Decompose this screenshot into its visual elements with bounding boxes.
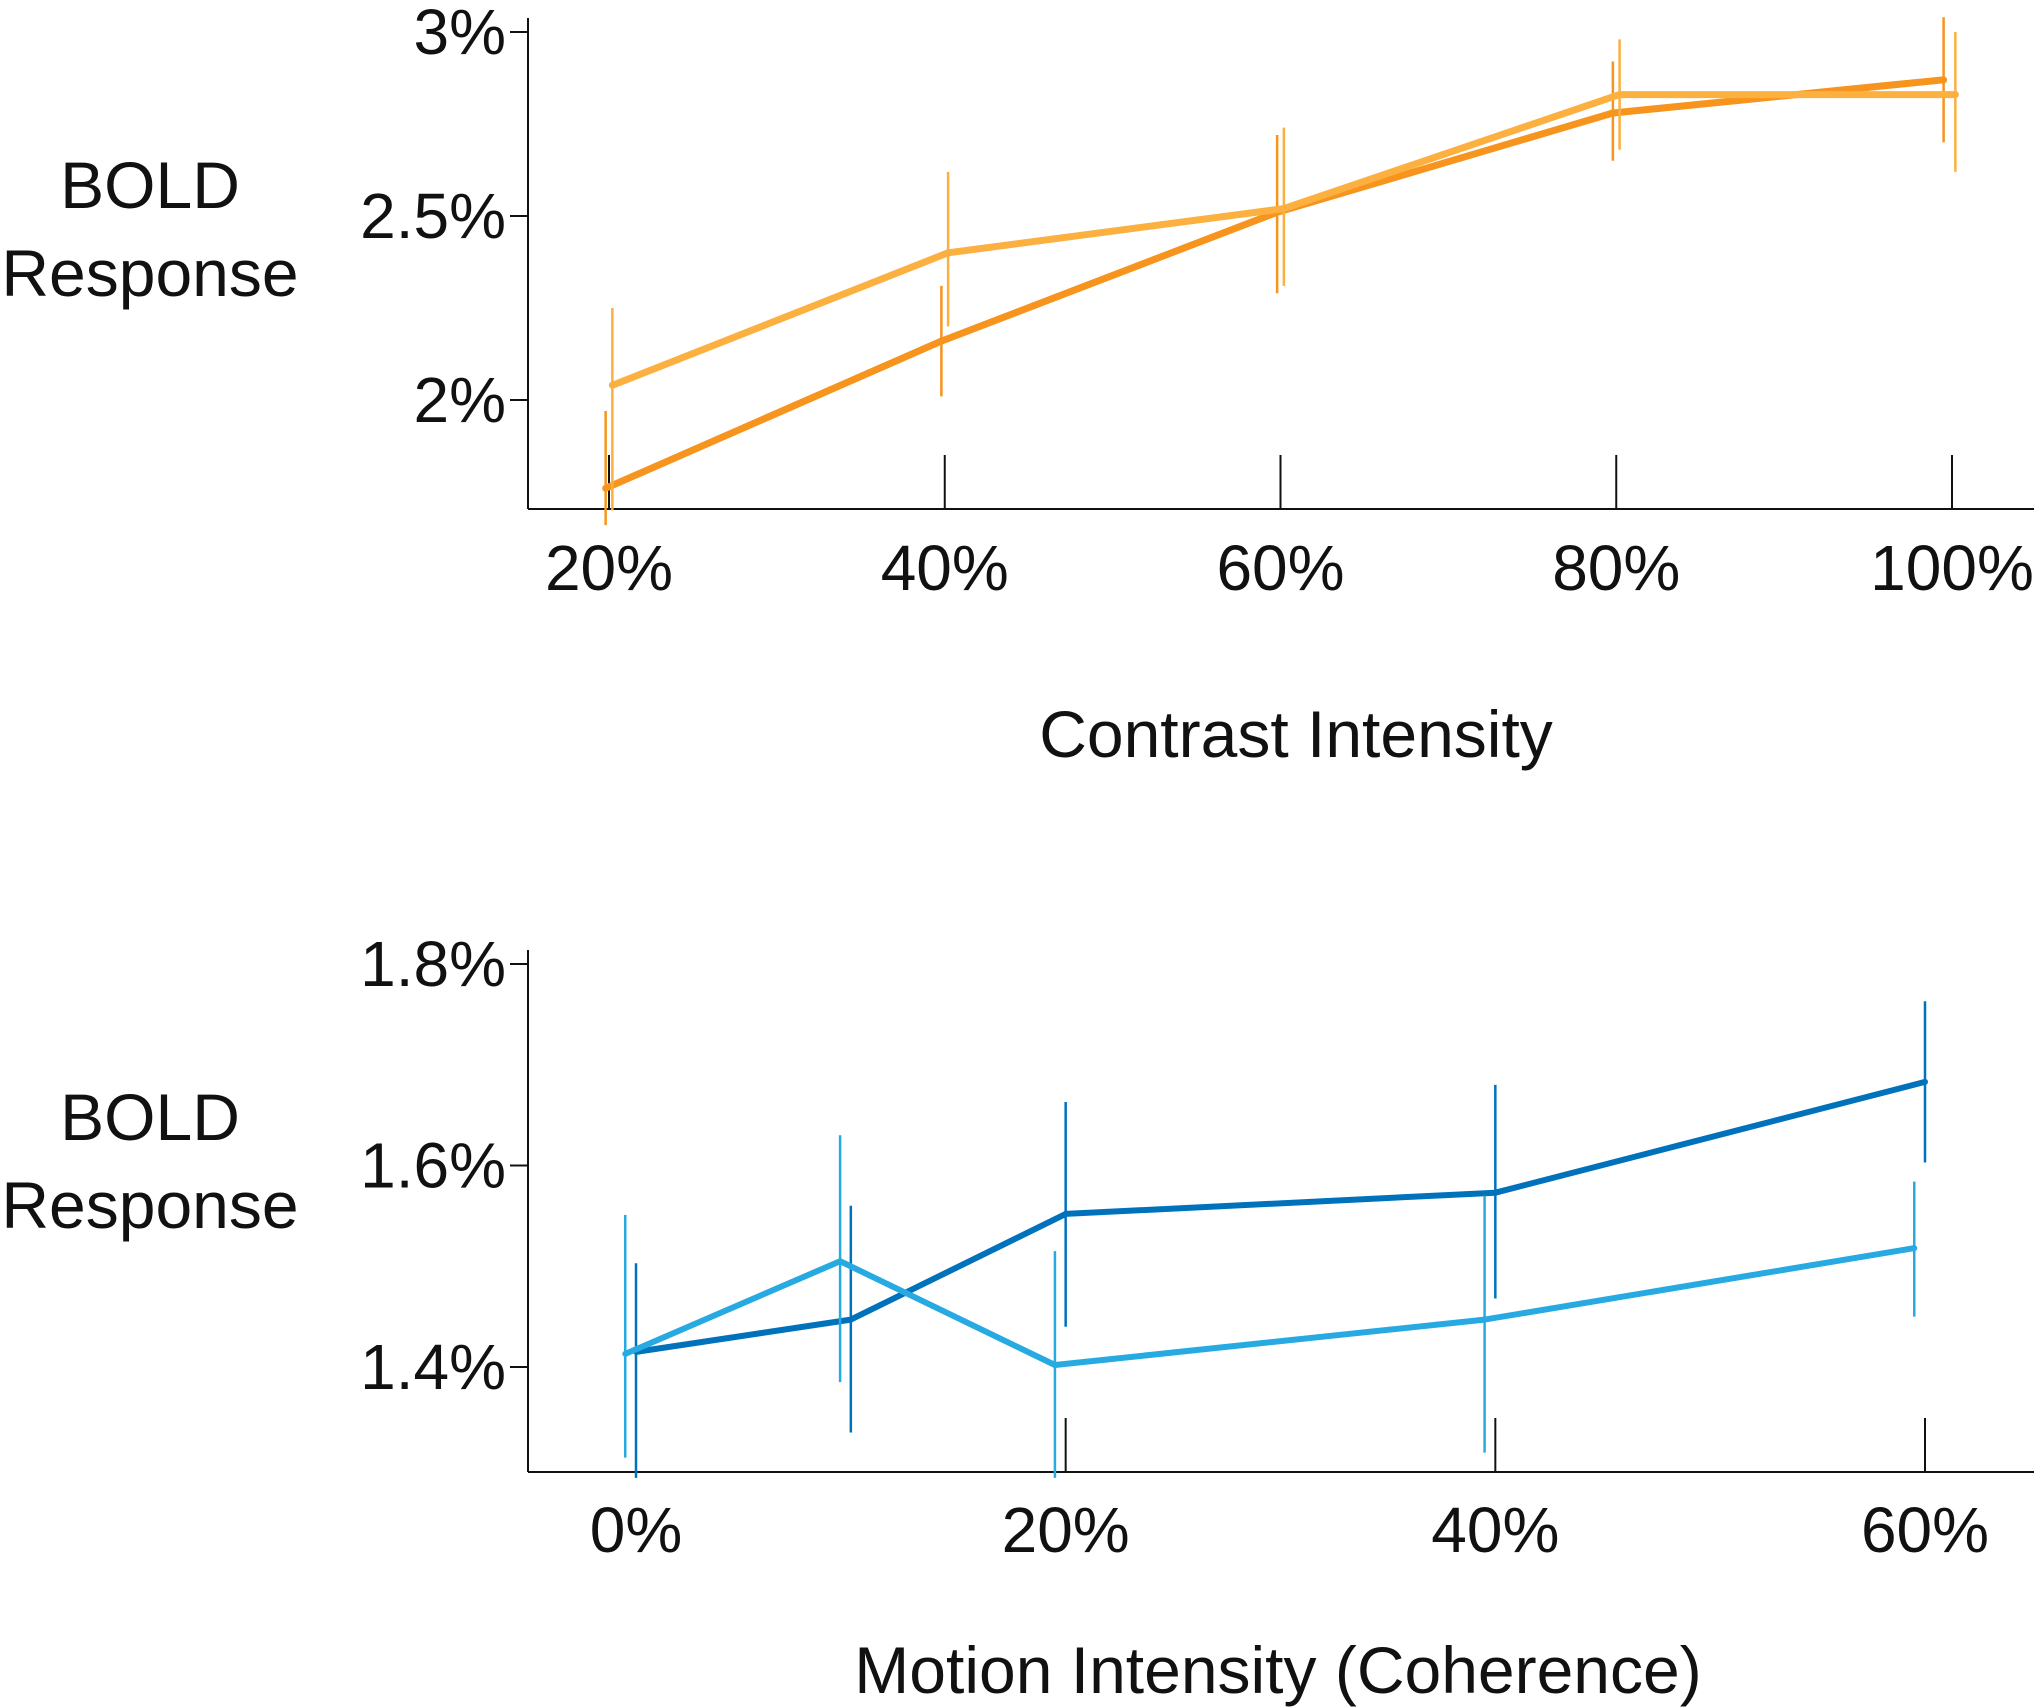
y-tick-label: 1.4% (360, 1331, 506, 1403)
x-tick-label: 100% (1870, 532, 2034, 604)
x-tick-label: 0% (590, 1494, 683, 1566)
series-1 (633, 1001, 1928, 1478)
series-2 (622, 1135, 1918, 1478)
y-tick-label: 1.6% (360, 1130, 506, 1202)
x-tick-label: 40% (1431, 1494, 1559, 1566)
y-axis-title-line: Response (1, 236, 298, 310)
data-point (1616, 91, 1624, 99)
data-point (1951, 91, 1959, 99)
data-point (1911, 1245, 1918, 1252)
y-tick-label: 1.8% (360, 928, 506, 1000)
y-axis-title: BOLD Response (1, 1080, 298, 1242)
data-point (944, 249, 952, 257)
contrast-panel: 2% 2.5% 3% 20% 40% 60% 80% 100% BOLD Response Cont… (1, 0, 2034, 771)
data-point (1940, 76, 1948, 84)
y-axis-title-line: BOLD (60, 1080, 240, 1154)
x-tick-label: 20% (545, 532, 673, 604)
data-point (602, 484, 610, 492)
data-point (1922, 1078, 1928, 1085)
y-axis-title: BOLD Response (1, 148, 298, 310)
y-tick-label: 2.5% (360, 180, 506, 252)
y-tick-label: 2% (414, 364, 507, 436)
data-point (1051, 1361, 1058, 1368)
data-point (1609, 109, 1617, 117)
x-axis-title: Motion Intensity (Coherence) (854, 1633, 1701, 1707)
x-axis-title: Contrast Intensity (1039, 697, 1553, 771)
data-point (1062, 1210, 1069, 1217)
data-point (608, 381, 616, 389)
series-line (635, 1078, 1926, 1355)
data-point (1280, 205, 1288, 213)
y-tick-label: 3% (414, 0, 507, 68)
series-line (624, 1245, 1915, 1368)
data-point (937, 337, 945, 345)
data-point (1481, 1316, 1488, 1323)
data-point (847, 1316, 854, 1323)
x-tick-label: 80% (1552, 532, 1680, 604)
series-line (604, 76, 1944, 492)
series-2 (608, 32, 1959, 511)
motion-panel: 1.4% 1.6% 1.8% 0% 20% 40% 60% BOLD Response Motio… (1, 928, 2034, 1707)
x-tick-label: 20% (1002, 1494, 1130, 1566)
x-tick-label: 60% (1216, 532, 1344, 604)
y-axis-title-line: Response (1, 1168, 298, 1242)
data-point (837, 1258, 844, 1265)
data-point (1492, 1189, 1499, 1196)
x-tick-label: 40% (881, 532, 1009, 604)
x-tick-label: 60% (1861, 1494, 1989, 1566)
y-axis-title-line: BOLD (60, 148, 240, 222)
data-point (622, 1350, 629, 1357)
